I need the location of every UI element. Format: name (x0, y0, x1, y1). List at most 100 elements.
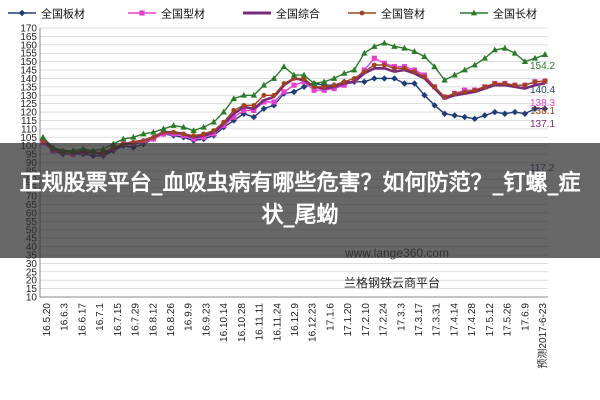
data-point (431, 63, 438, 70)
data-point (482, 84, 488, 90)
data-point (250, 113, 258, 121)
data-point (170, 122, 177, 128)
data-point (260, 81, 268, 88)
data-point (431, 102, 438, 109)
data-point (310, 80, 318, 86)
y-tick-label: 20 (26, 276, 38, 287)
data-point (371, 75, 378, 82)
data-point (422, 74, 427, 80)
data-point (341, 82, 347, 88)
data-point (321, 84, 327, 90)
data-point (501, 110, 509, 117)
data-point (191, 133, 197, 139)
data-point (470, 9, 478, 16)
y-tick-label: 25 (26, 267, 38, 278)
data-point (492, 81, 498, 86)
data-point (280, 63, 288, 70)
data-point (401, 80, 408, 87)
x-tick-label: 17.2.24 (379, 303, 390, 337)
data-point (220, 108, 227, 115)
x-tick-label: 17.1.6 (325, 303, 336, 331)
value-annotation: 138.3 (530, 98, 555, 109)
y-tick-label: 115 (21, 116, 37, 127)
data-point (471, 115, 478, 122)
x-tick-label: 预测2017-6-23 (536, 303, 549, 369)
data-point (331, 85, 337, 92)
data-point (522, 82, 528, 88)
data-point (401, 44, 408, 51)
y-tick-label: 130 (20, 91, 37, 102)
data-point (18, 9, 26, 17)
data-point (190, 127, 197, 133)
data-point (180, 123, 187, 130)
y-tick-label: 170 (20, 24, 37, 35)
data-point (541, 51, 549, 57)
data-point (130, 133, 137, 140)
data-point (120, 135, 127, 142)
data-point (139, 10, 145, 16)
x-tick-label: 17.3.17 (414, 303, 425, 337)
data-point (351, 66, 358, 73)
y-tick-label: 125 (20, 99, 37, 110)
y-tick-label: 30 (26, 259, 38, 270)
data-point (451, 112, 458, 119)
data-point (491, 108, 498, 116)
x-tick-label: 16.8.26 (166, 303, 177, 337)
y-tick-label: 150 (20, 57, 37, 68)
data-point (331, 82, 337, 88)
data-point (481, 54, 488, 61)
y-tick-label: 110 (21, 124, 37, 135)
data-point (472, 87, 478, 93)
data-point (251, 107, 257, 113)
data-point (171, 129, 176, 135)
data-point (320, 78, 328, 85)
x-tick-label: 17.6.9 (520, 303, 531, 331)
data-point (371, 43, 378, 49)
x-tick-label: 16.12.23 (308, 303, 319, 342)
x-tick-label: 16.11.24 (272, 303, 283, 342)
x-tick-label: 17.1.20 (343, 303, 354, 337)
data-point (391, 75, 398, 82)
data-point (151, 134, 156, 140)
data-point (221, 122, 227, 129)
data-point (502, 81, 508, 86)
data-point (300, 83, 308, 91)
data-point (511, 49, 519, 56)
data-point (270, 75, 278, 81)
data-point (461, 113, 468, 121)
data-point (341, 79, 347, 85)
data-point (281, 89, 287, 95)
value-annotation: 140.4 (530, 85, 555, 96)
data-point (300, 71, 308, 78)
data-point (511, 108, 519, 116)
data-point (542, 78, 548, 84)
watermark-name: 兰格钢铁云商平台 (344, 276, 441, 290)
legend: 全国板材 全国型材 全国综合 全国管材 全国长材 (8, 7, 537, 21)
x-tick-label: 16.9.9 (184, 303, 195, 331)
data-point (191, 136, 197, 142)
data-point (392, 65, 397, 71)
data-point (361, 78, 368, 85)
data-point (351, 76, 357, 81)
value-annotation: 137.1 (530, 119, 555, 130)
y-tick-label: 165 (20, 32, 37, 43)
data-point (231, 107, 237, 113)
y-tick-label: 140 (20, 74, 37, 85)
x-tick-label: 16.7.1 (95, 303, 106, 331)
data-point (140, 130, 147, 137)
x-tick-label: 17.3.31 (432, 303, 443, 337)
data-point (230, 95, 237, 102)
x-tick-label: 16.6.3 (60, 303, 71, 331)
x-tick-label: 16.12.9 (290, 303, 301, 337)
x-tick-label: 17.5.26 (503, 303, 514, 337)
x-tick-label: 17.4.14 (449, 303, 460, 337)
data-point (290, 71, 298, 78)
data-point (532, 79, 538, 85)
data-point (241, 102, 247, 108)
overlay-banner-text: 正规股票平台_血吸虫病有哪些危害？如何防范？_钉螺_症状_尾蚴 (19, 171, 581, 228)
data-point (200, 123, 207, 130)
data-point (381, 62, 387, 68)
data-point (381, 39, 388, 46)
data-point (39, 133, 47, 140)
data-point (451, 71, 458, 78)
